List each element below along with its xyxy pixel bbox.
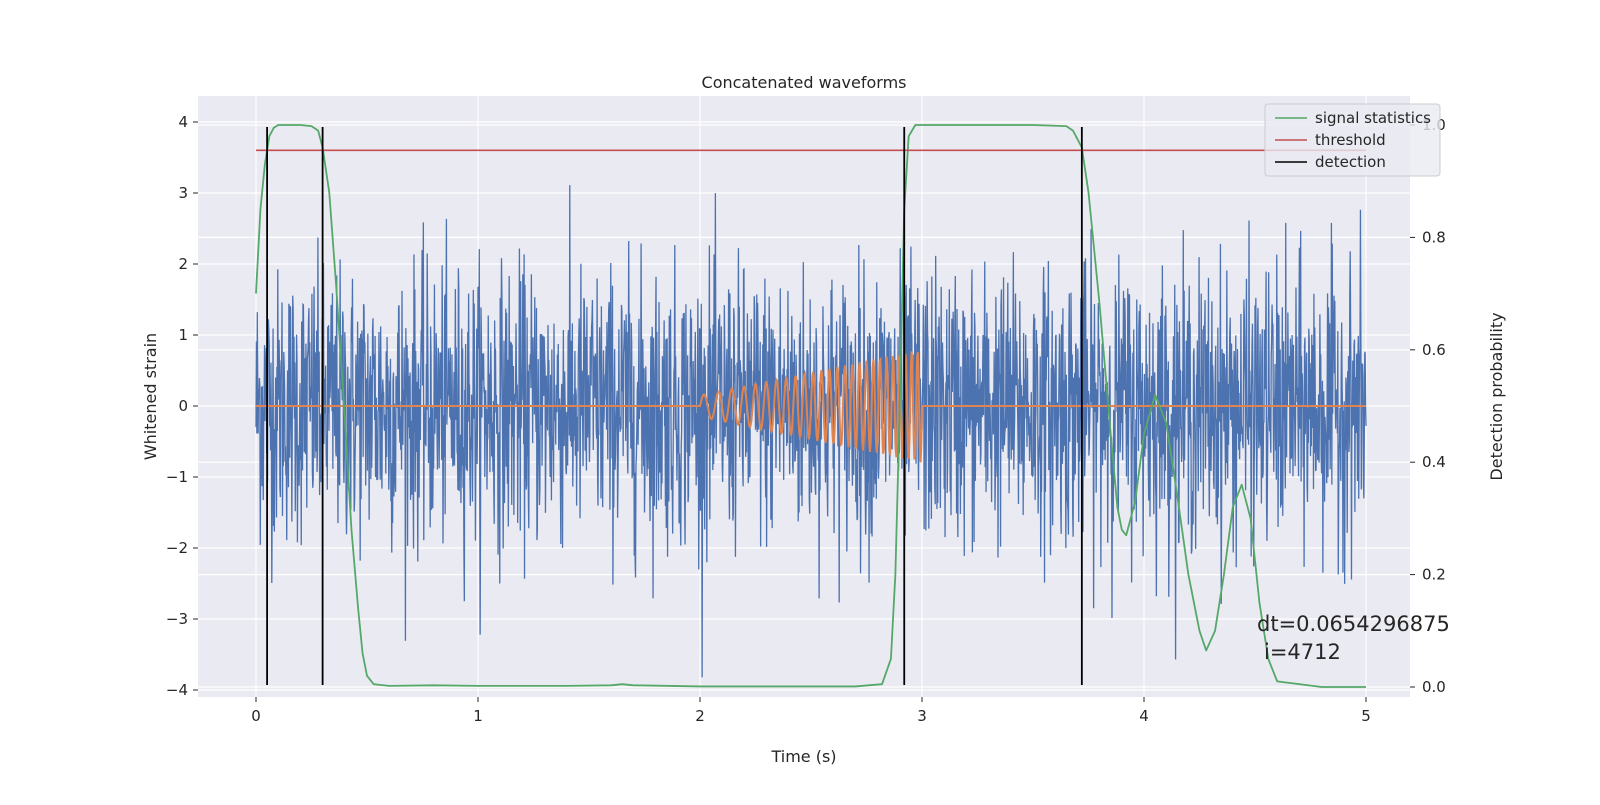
legend-label-detection: detection bbox=[1315, 153, 1386, 171]
y2-tick-label: 0.2 bbox=[1422, 566, 1446, 584]
y2-tick-label: 0.6 bbox=[1422, 341, 1446, 359]
y-tick-label: −3 bbox=[166, 610, 188, 628]
x-tick-label: 1 bbox=[473, 707, 483, 725]
x-tick-label: 5 bbox=[1361, 707, 1371, 725]
signal-statistics-series bbox=[255, 124, 1366, 688]
injection-line bbox=[256, 351, 1366, 463]
signal-statistics-line bbox=[255, 124, 1366, 688]
y-tick-label: 4 bbox=[178, 113, 188, 131]
y2-tick-label: 0.8 bbox=[1422, 228, 1446, 246]
y-tick-label: −4 bbox=[166, 681, 188, 699]
legend-label-threshold: threshold bbox=[1315, 131, 1386, 149]
legend: signal statistics threshold detection bbox=[1264, 103, 1441, 177]
y2-tick-label: 0.4 bbox=[1422, 453, 1446, 471]
annotation-dt: dt=0.0654296875 bbox=[1257, 612, 1450, 636]
y-tick-label: 1 bbox=[178, 326, 188, 344]
detection-lines bbox=[266, 126, 1083, 686]
legend-label-signal-statistics: signal statistics bbox=[1315, 109, 1431, 127]
injection-waveform-series bbox=[256, 351, 1366, 463]
x-tick-label: 3 bbox=[917, 707, 927, 725]
annotation-index: i=4712 bbox=[1264, 640, 1341, 664]
y-tick-label: 3 bbox=[178, 184, 188, 202]
x-tick-label: 0 bbox=[251, 707, 261, 725]
y-tick-label: 2 bbox=[178, 255, 188, 273]
x-axis-label: Time (s) bbox=[770, 747, 836, 766]
x-tick-label: 4 bbox=[1139, 707, 1149, 725]
y-tick-label: 0 bbox=[178, 397, 188, 415]
y2-axis-label: Detection probability bbox=[1487, 312, 1506, 480]
chart-title: Concatenated waveforms bbox=[702, 73, 907, 92]
y-axis-label: Whitened strain bbox=[141, 333, 160, 460]
y2-tick-label: 0.0 bbox=[1422, 678, 1446, 696]
x-tick-label: 2 bbox=[695, 707, 705, 725]
y-tick-label: −1 bbox=[166, 468, 188, 486]
y-tick-label: −2 bbox=[166, 539, 188, 557]
legend-box bbox=[1264, 103, 1441, 177]
